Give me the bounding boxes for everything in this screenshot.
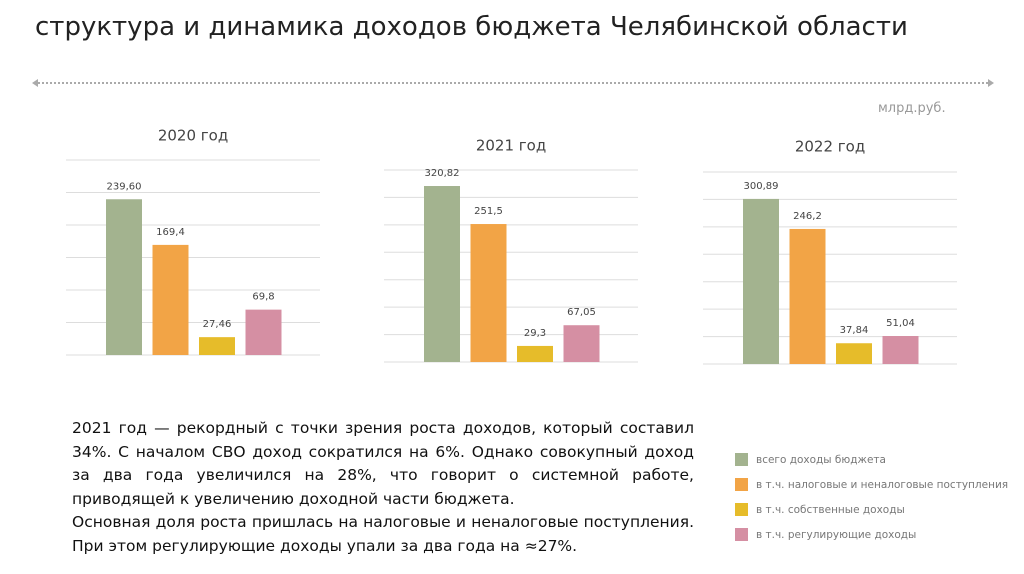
bar [517, 345, 553, 362]
value-label: 69,8 [252, 292, 274, 303]
chart-title: 2021 год [476, 137, 546, 155]
bar [199, 337, 235, 355]
value-label: 37,84 [840, 325, 869, 336]
value-label: 51,04 [886, 318, 915, 329]
paragraph: Основная доля роста пришлась на налоговы… [72, 513, 694, 555]
legend-label: в т.ч. собственные доходы [756, 504, 905, 516]
value-label: 251,5 [474, 206, 503, 217]
bar [424, 186, 460, 362]
legend-label: в т.ч. регулирующие доходы [756, 529, 916, 541]
value-label: 300,89 [744, 181, 779, 192]
value-label: 169,4 [156, 227, 185, 238]
bar [836, 343, 872, 364]
legend-label: всего доходы бюджета [756, 454, 886, 466]
value-label: 27,46 [203, 319, 232, 330]
description: 2021 год — рекордный с точки зрения рост… [72, 417, 694, 558]
legend-swatch [735, 503, 748, 516]
chart-title: 2020 год [158, 127, 228, 145]
paragraph: 2021 год — рекордный с точки зрения рост… [72, 419, 694, 508]
bar [106, 199, 142, 355]
value-label: 239,60 [107, 181, 142, 192]
value-label: 246,2 [793, 211, 822, 222]
divider-end [32, 79, 994, 87]
legend-label: в т.ч. налоговые и неналоговые поступлен… [756, 479, 1008, 491]
chart-title: 2022 год [795, 138, 865, 156]
bar [245, 309, 282, 355]
value-label: 320,82 [425, 168, 460, 179]
bar [882, 336, 919, 364]
legend-swatch [735, 453, 748, 466]
bar [563, 325, 600, 362]
slide-title: структура и динамика доходов бюджета Чел… [35, 12, 908, 42]
bar [152, 244, 189, 355]
legend-swatch [735, 478, 748, 491]
bar [743, 198, 779, 364]
bar [789, 228, 826, 364]
value-label: 67,05 [567, 307, 596, 318]
bar [470, 224, 507, 362]
unit-label: млрд.руб. [878, 101, 946, 116]
legend-swatch [735, 528, 748, 541]
value-label: 29,3 [524, 328, 546, 339]
